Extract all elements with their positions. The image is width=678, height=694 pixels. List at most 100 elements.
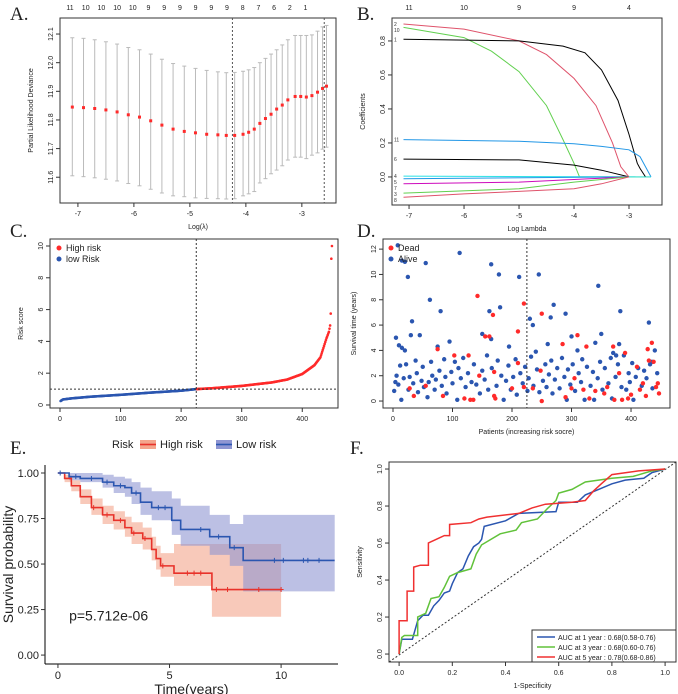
dead-point <box>655 381 661 386</box>
alive-point <box>570 362 575 367</box>
alive-point <box>590 369 596 375</box>
alive-point <box>518 370 523 376</box>
x-tick-label: -3 <box>299 211 305 218</box>
deviance-point <box>280 103 284 107</box>
deviance-point <box>286 98 290 102</box>
risk-score-point <box>330 257 333 261</box>
alive-point <box>443 374 448 380</box>
alive-point <box>588 383 593 389</box>
y-tick-label: 11.7 <box>48 142 55 155</box>
alive-point <box>652 348 658 353</box>
censor-mark <box>131 530 137 536</box>
dead-point <box>605 384 610 390</box>
dead-point <box>493 396 498 401</box>
deviance-point <box>137 115 141 119</box>
alive-point <box>580 357 585 362</box>
alive-point <box>480 368 485 373</box>
deviance-point <box>70 105 74 109</box>
plot-frame <box>391 17 663 206</box>
legend-label: low Risk <box>66 254 100 264</box>
y-tick-label: 0.4 <box>380 104 387 114</box>
coefficient-label: 4 <box>394 174 397 180</box>
deviance-point <box>304 95 308 99</box>
top-axis-label: 10 <box>460 5 468 12</box>
legend-title: Risk <box>112 439 134 451</box>
alive-point <box>471 362 477 367</box>
alive-point <box>486 387 491 392</box>
alive-point <box>526 376 531 381</box>
alive-point <box>394 373 399 378</box>
alive-point <box>536 272 541 277</box>
censor-mark <box>191 570 197 576</box>
y-tick-label: 0.2 <box>380 138 387 148</box>
alive-point <box>455 397 460 402</box>
dead-point <box>645 346 650 352</box>
panel-label: C. <box>10 221 27 242</box>
top-axis-label: 9 <box>147 5 151 12</box>
dead-point <box>622 350 628 356</box>
alive-point <box>576 370 581 376</box>
dead-point <box>616 370 622 376</box>
alive-point <box>549 358 554 363</box>
alive-point <box>520 381 525 386</box>
x-axis-title: Log Lambda <box>508 226 547 233</box>
x-tick-label: -6 <box>131 211 137 218</box>
legend-label: High risk <box>160 439 203 451</box>
y-axis-title: Sensitivity <box>357 546 364 578</box>
dead-point <box>581 387 586 392</box>
alive-point <box>584 364 590 370</box>
alive-point <box>499 373 504 378</box>
y-tick-label: 0.6 <box>380 70 387 80</box>
dead-point <box>515 329 521 334</box>
top-axis-label: 9 <box>572 5 576 12</box>
y-tick-label: 0.0 <box>380 172 387 182</box>
y-axis-title: Partial Likelihood Deviance <box>28 68 35 153</box>
y-tick-label: 0.2 <box>377 612 384 622</box>
coefficient-path <box>403 176 630 185</box>
alive-point <box>411 381 416 386</box>
dead-point <box>423 383 428 389</box>
panel-d-survival-status: D. 0 100 200 300 400 0 2 4 6 8 10 12 Patients (increa… <box>351 221 671 436</box>
censor-mark <box>104 479 110 485</box>
alive-point <box>550 391 555 396</box>
alive-point <box>465 370 471 376</box>
alive-point <box>551 302 556 308</box>
alive-point <box>544 384 549 390</box>
alive-point <box>417 333 422 338</box>
top-axis-label: 2 <box>288 5 292 12</box>
alive-point <box>447 339 452 344</box>
alive-point <box>393 335 399 340</box>
coefficient-label: 2 <box>394 22 397 28</box>
alive-point <box>469 379 474 385</box>
dead-point <box>656 391 662 396</box>
alive-point <box>426 379 431 385</box>
dead-point <box>471 397 476 402</box>
x-tick-label: 0.6 <box>554 670 564 677</box>
y-tick-label: 2 <box>38 371 45 375</box>
censor-mark <box>162 505 168 511</box>
alive-point <box>408 333 414 338</box>
alive-point <box>610 350 616 356</box>
deviance-point <box>82 106 86 110</box>
dead-point <box>587 396 592 401</box>
x-tick-label: -3 <box>626 213 632 220</box>
dead-point <box>515 360 521 366</box>
x-axis-title: Patients (increasing risk socre) <box>479 429 575 436</box>
x-tick-label: 400 <box>296 416 308 423</box>
alive-point <box>608 355 613 361</box>
top-axis-label: 9 <box>178 5 182 12</box>
alive-point <box>543 362 548 367</box>
top-axis-label: 10 <box>113 5 121 12</box>
dead-point <box>572 376 577 381</box>
alive-point <box>402 348 408 353</box>
alive-point <box>602 365 608 371</box>
top-axis-label: 8 <box>241 5 245 12</box>
coefficient-label: 7 <box>394 186 397 192</box>
coefficient-path <box>403 176 630 198</box>
x-tick-label: 400 <box>625 416 637 423</box>
alive-point <box>432 387 437 392</box>
dead-point <box>530 386 536 391</box>
x-tick-label: 300 <box>566 416 578 423</box>
alive-point <box>409 319 415 324</box>
